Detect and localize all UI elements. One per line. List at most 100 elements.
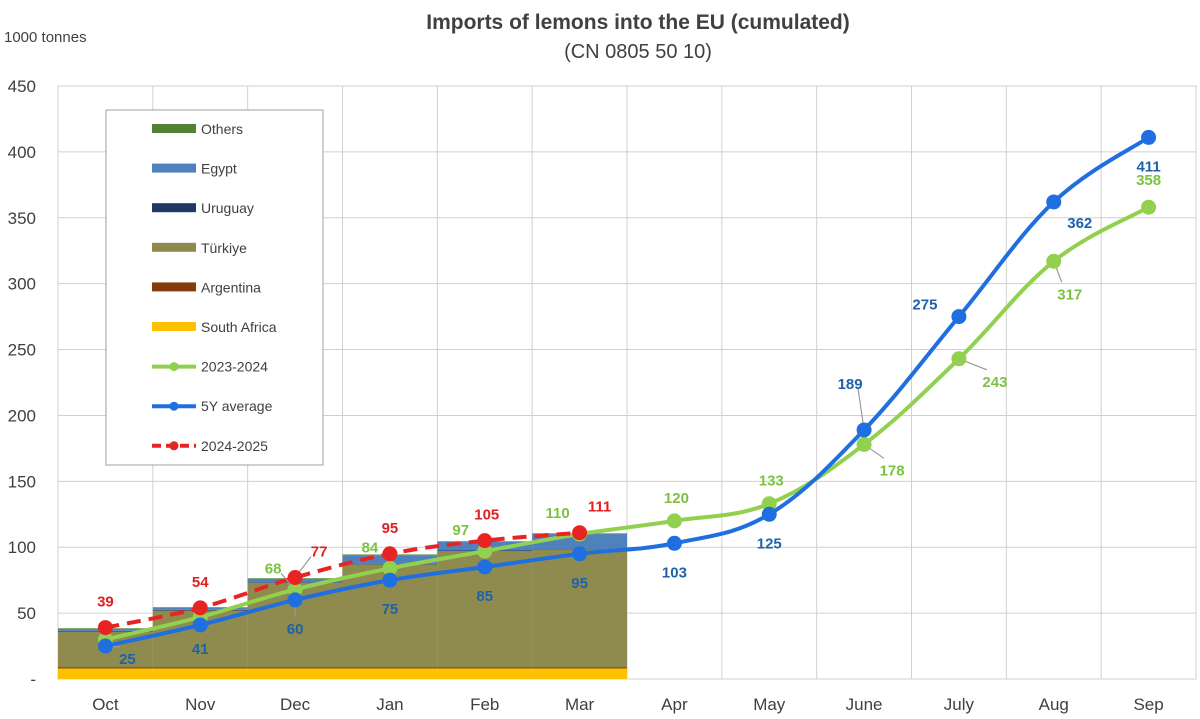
y-tick-label: 450 bbox=[8, 77, 36, 96]
point-5y-average-nov bbox=[192, 617, 208, 633]
label-5y-average-apr: 103 bbox=[662, 564, 687, 581]
y-tick-label: 250 bbox=[8, 341, 36, 360]
bar-argentina-mar bbox=[532, 667, 627, 669]
label-2023-2024-mar: 110 bbox=[545, 505, 569, 522]
label-2023-2024-feb: 97 bbox=[452, 522, 469, 539]
stacked-bars bbox=[58, 533, 627, 679]
bar-south-africa-nov bbox=[152, 668, 248, 679]
point-2023-2024-jan bbox=[382, 560, 398, 576]
label-5y-average-feb: 85 bbox=[476, 588, 493, 605]
y-tick-label: 400 bbox=[8, 143, 36, 162]
x-axis-ticks: Oct Nov Dec Jan Feb Mar Apr May June July Aug Sep bbox=[92, 695, 1164, 714]
bar-south-africa-jan bbox=[342, 668, 438, 679]
legend-swatch-egypt bbox=[152, 163, 196, 173]
point-2023-2024-apr bbox=[666, 513, 682, 529]
label-2023-2024-jan: 84 bbox=[362, 539, 379, 556]
bar-south-africa-feb bbox=[437, 668, 533, 679]
bar-argentina-feb bbox=[437, 667, 533, 669]
label-5y-average-oct: 25 bbox=[119, 651, 136, 668]
data-labels: 68 84 97 110 120 133 178 243 317 358 25 41 60 75 85 95 1… bbox=[97, 158, 1161, 668]
y-tick-label: 300 bbox=[8, 275, 36, 294]
x-tick-label-june: June bbox=[846, 695, 883, 714]
point-5y-average-mar bbox=[572, 546, 588, 562]
legend-swatch-argentina bbox=[152, 282, 196, 292]
bar-argentina-nov bbox=[152, 667, 248, 669]
point-2024-2025-nov bbox=[192, 600, 208, 616]
label-2023-2024-may: 133 bbox=[759, 473, 784, 490]
point-2023-2024-may bbox=[761, 496, 777, 512]
label-2024-2025-mar: 111 bbox=[588, 499, 611, 516]
y-tick-label: 50 bbox=[17, 604, 36, 623]
legend-label-south-africa: South Africa bbox=[201, 319, 277, 335]
label-5y-average-jan: 75 bbox=[382, 601, 399, 618]
point-5y-average-sep bbox=[1141, 129, 1157, 145]
bar-south-africa-mar bbox=[532, 668, 627, 679]
point-2024-2025-mar bbox=[572, 525, 588, 541]
point-2023-2024-july bbox=[951, 351, 967, 367]
point-5y-average-may bbox=[761, 506, 777, 522]
y-axis-unit-label: 1000 tonnes bbox=[4, 29, 87, 46]
point-2023-2024-dec bbox=[287, 581, 303, 597]
chart-title: Imports of lemons into the EU (cumulated… bbox=[426, 11, 850, 34]
label-5y-average-mar: 95 bbox=[571, 575, 588, 592]
label-2023-2024-sep: 358 bbox=[1136, 172, 1161, 189]
legend-marker-5y-average bbox=[169, 401, 179, 411]
label-2023-2024-apr: 120 bbox=[664, 490, 689, 507]
point-2023-2024-aug bbox=[1046, 253, 1062, 269]
line-2024-2025 bbox=[105, 530, 580, 630]
label-2024-2025-feb: 105 bbox=[474, 507, 499, 524]
bar-south-africa-dec bbox=[247, 668, 343, 679]
point-2023-2024-sep bbox=[1141, 199, 1157, 215]
x-tick-label-jan: Jan bbox=[376, 695, 403, 714]
label-5y-average-june: 189 bbox=[838, 376, 863, 393]
chart-subtitle: (CN 0805 50 10) bbox=[564, 41, 712, 63]
label-2024-2025-nov: 54 bbox=[192, 574, 209, 591]
y-axis-ticks: - 50 100 150 200 250 300 350 400 450 bbox=[8, 77, 36, 689]
legend-label-t-rkiye: Türkiye bbox=[201, 240, 247, 256]
point-2024-2025-oct bbox=[97, 620, 113, 636]
bar-argentina-dec bbox=[247, 667, 343, 669]
x-tick-label-oct: Oct bbox=[92, 695, 119, 714]
legend-label-2023-2024: 2023-2024 bbox=[201, 359, 268, 375]
label-5y-average-aug: 362 bbox=[1067, 215, 1092, 232]
point-2024-2025-dec bbox=[287, 570, 303, 586]
legend-marker-2024-2025 bbox=[169, 441, 179, 451]
label-5y-average-july: 275 bbox=[912, 297, 937, 314]
label-5y-average-nov: 41 bbox=[192, 641, 209, 658]
point-5y-average-dec bbox=[287, 592, 303, 608]
legend-label-argentina: Argentina bbox=[201, 279, 261, 295]
label-5y-average-sep: 411 bbox=[1136, 158, 1160, 175]
x-tick-label-july: July bbox=[944, 695, 975, 714]
label-2024-2025-jan: 95 bbox=[382, 520, 399, 537]
chart-legend: Others Egypt Uruguay Türkiye Argentina South … bbox=[105, 109, 324, 466]
legend-swatch-uruguay bbox=[152, 203, 196, 213]
y-tick-label: 200 bbox=[8, 406, 36, 425]
x-tick-label-dec: Dec bbox=[280, 695, 311, 714]
legend-marker-2023-2024 bbox=[169, 362, 179, 372]
x-tick-label-mar: Mar bbox=[565, 695, 595, 714]
label-5y-average-may: 125 bbox=[757, 535, 782, 552]
label-2023-2024-june: 178 bbox=[880, 462, 905, 479]
point-5y-average-june bbox=[856, 422, 872, 438]
x-tick-label-sep: Sep bbox=[1133, 695, 1163, 714]
y-tick-label: 350 bbox=[8, 209, 36, 228]
point-2023-2024-june bbox=[856, 436, 872, 452]
x-tick-label-aug: Aug bbox=[1039, 695, 1069, 714]
legend-swatch-south-africa bbox=[152, 322, 196, 331]
line-markers bbox=[97, 129, 1157, 654]
legend-swatch-others bbox=[152, 124, 196, 133]
point-5y-average-aug bbox=[1046, 194, 1062, 210]
label-5y-average-dec: 60 bbox=[287, 621, 304, 638]
legend-label-5y-average: 5Y average bbox=[201, 398, 273, 414]
x-tick-label-may: May bbox=[753, 695, 786, 714]
bar-south-africa-oct bbox=[58, 668, 153, 679]
point-5y-average-july bbox=[951, 309, 967, 325]
y-tick-label: - bbox=[30, 670, 36, 689]
y-tick-label: 100 bbox=[8, 538, 36, 557]
y-tick-label: 150 bbox=[8, 472, 36, 491]
bar-argentina-oct bbox=[58, 667, 153, 669]
point-2024-2025-jan bbox=[382, 546, 398, 562]
label-2024-2025-oct: 39 bbox=[97, 594, 114, 611]
label-2024-2025-dec: 77 bbox=[311, 544, 328, 561]
